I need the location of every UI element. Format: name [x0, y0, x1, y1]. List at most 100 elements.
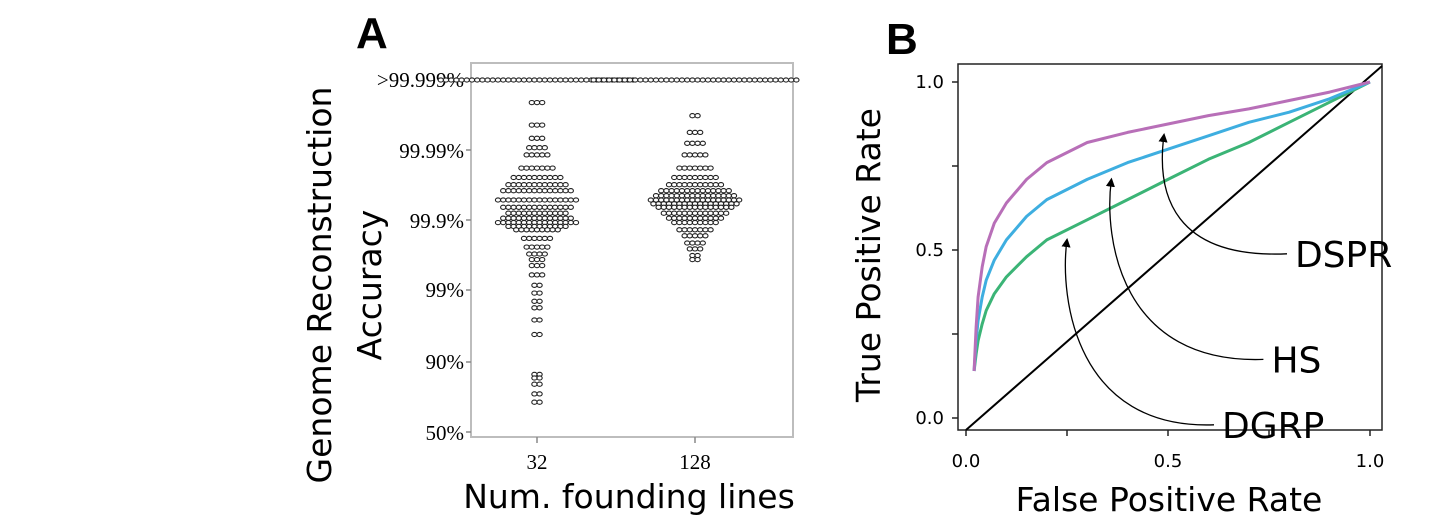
data-point — [526, 235, 533, 242]
data-point — [531, 282, 538, 288]
data-point — [702, 152, 709, 158]
data-point — [723, 204, 730, 210]
data-point — [684, 188, 691, 194]
panel-b-label: B — [886, 15, 918, 64]
data-point — [712, 174, 719, 181]
data-point — [546, 235, 554, 242]
series-label-dspr: DSPR — [1295, 235, 1392, 276]
data-point — [531, 188, 538, 194]
data-point — [697, 227, 704, 233]
data-point — [562, 197, 569, 203]
data-point — [681, 182, 688, 188]
data-point — [533, 256, 541, 263]
data-point — [567, 204, 574, 210]
data-point — [671, 204, 678, 210]
data-point — [518, 227, 525, 233]
data-point — [437, 77, 444, 83]
data-point — [707, 215, 714, 221]
data-point — [539, 152, 546, 158]
data-point — [515, 197, 522, 203]
data-point — [468, 77, 476, 83]
data-point — [689, 140, 696, 146]
data-point — [712, 215, 719, 221]
data-point — [572, 197, 580, 203]
data-point — [681, 152, 688, 158]
data-point — [671, 182, 678, 188]
data-point — [676, 227, 683, 233]
data-point — [463, 77, 470, 83]
data-point — [531, 391, 538, 397]
data-point — [652, 77, 660, 83]
data-point — [710, 193, 717, 199]
data-point — [552, 174, 559, 181]
data-point — [673, 193, 680, 199]
data-point — [691, 215, 699, 221]
data-point — [500, 204, 507, 210]
data-point — [536, 298, 543, 304]
data-point — [562, 210, 569, 216]
data-point — [526, 77, 533, 83]
data-point — [520, 235, 528, 242]
data-point — [505, 223, 512, 230]
annotation-arrow-dspr — [1158, 132, 1288, 255]
data-point — [528, 165, 535, 171]
data-point — [533, 262, 541, 269]
data-point — [531, 210, 538, 216]
data-point — [681, 174, 688, 181]
data-point — [702, 204, 709, 210]
data-point — [552, 188, 559, 194]
data-point — [500, 188, 507, 194]
data-point — [520, 182, 528, 188]
y-tick-label: 90% — [426, 350, 465, 374]
data-point — [707, 174, 714, 181]
data-point — [691, 165, 699, 171]
data-point — [528, 244, 535, 250]
data-point — [536, 197, 543, 203]
data-point — [562, 182, 569, 188]
data-point — [520, 174, 528, 181]
data-point — [702, 210, 709, 216]
data-point — [541, 77, 548, 83]
data-point — [546, 182, 554, 188]
data-point — [681, 233, 688, 239]
data-point — [539, 135, 546, 141]
data-point — [562, 77, 569, 83]
data-point — [526, 188, 533, 194]
data-point — [520, 215, 528, 221]
data-point — [528, 227, 535, 233]
data-point — [746, 77, 753, 83]
panel-a-label: A — [356, 9, 388, 58]
data-point — [541, 210, 548, 216]
data-point — [668, 193, 675, 199]
data-point — [533, 122, 541, 128]
data-point — [728, 204, 735, 210]
data-point — [536, 317, 543, 323]
data-point — [513, 227, 520, 233]
data-point — [515, 174, 522, 181]
data-point — [510, 204, 517, 210]
panel-a-ylabel-line2: Accuracy — [350, 210, 389, 361]
data-point — [523, 152, 530, 158]
data-point — [676, 165, 683, 171]
data-point — [730, 193, 738, 199]
data-point — [691, 182, 699, 188]
data-point — [533, 272, 541, 278]
data-point — [702, 227, 709, 233]
data-point — [665, 210, 673, 216]
data-point — [707, 165, 714, 171]
data-point — [691, 246, 699, 252]
data-point — [539, 272, 546, 278]
data-point — [562, 204, 569, 210]
data-point — [518, 165, 525, 171]
data-point — [697, 152, 704, 158]
data-point — [717, 182, 725, 188]
data-point — [715, 77, 722, 83]
data-point — [552, 182, 559, 188]
data-point — [531, 381, 538, 387]
data-point — [539, 244, 546, 250]
data-point — [676, 219, 683, 226]
data-point — [531, 145, 538, 151]
data-point — [536, 399, 543, 405]
data-point — [500, 215, 507, 221]
